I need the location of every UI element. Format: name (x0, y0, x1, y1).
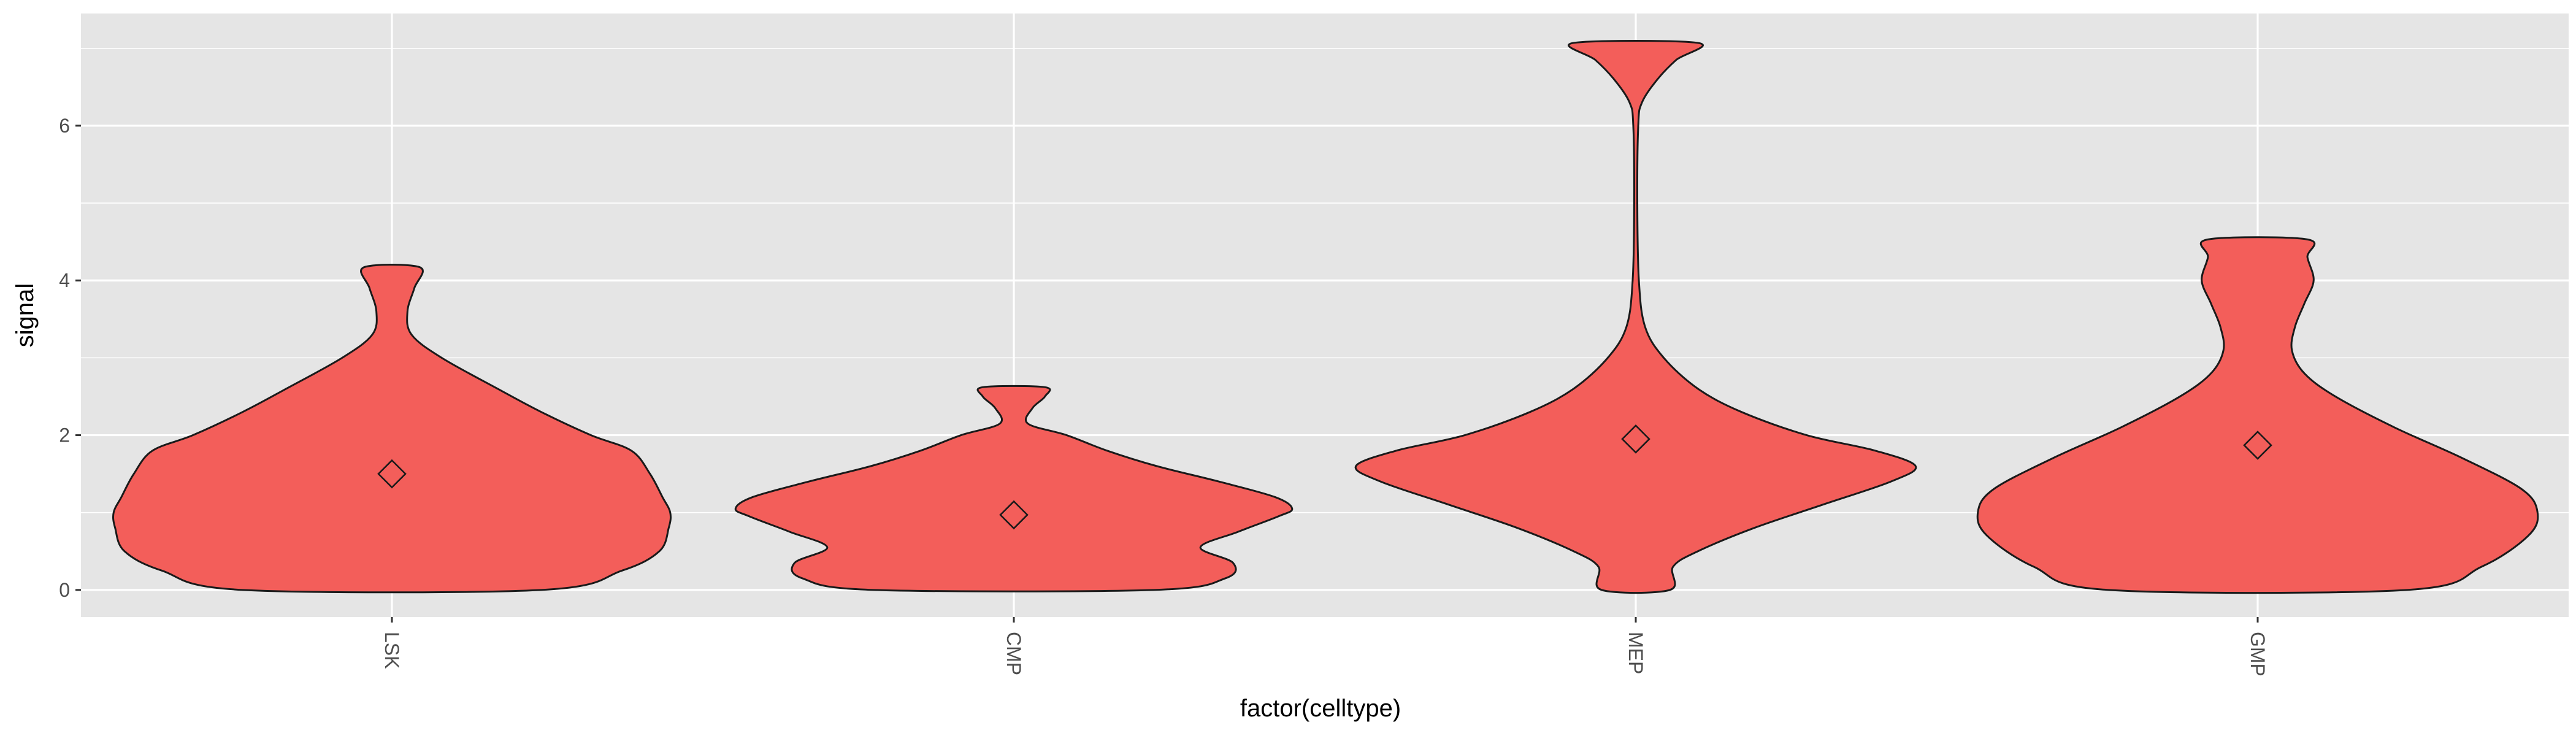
y-tick-label: 6 (59, 115, 70, 137)
violin-mep (1354, 39, 1917, 594)
violin-lsk (112, 264, 672, 594)
mean-marker-lsk (377, 459, 407, 489)
x-tick-label: MEP (1625, 632, 1647, 674)
mean-markers (377, 424, 2272, 530)
x-axis: LSK CMP MEP GMP (381, 617, 2269, 677)
mean-marker-mep (1621, 424, 1650, 454)
mean-marker-cmp (999, 500, 1029, 530)
violins (112, 39, 2539, 594)
x-tick-label: GMP (2247, 632, 2269, 677)
violin-gmp (1976, 236, 2539, 594)
y-axis-title: signal (12, 283, 39, 348)
mean-marker-gmp (2243, 431, 2272, 460)
x-axis-title: factor(celltype) (1240, 695, 1401, 722)
y-tick-label: 0 (59, 579, 70, 601)
x-tick-label: CMP (1003, 632, 1025, 675)
violin-cmp (734, 385, 1294, 592)
x-tick-label: LSK (381, 632, 403, 669)
y-axis: 0 2 4 6 (59, 115, 81, 601)
y-tick-label: 4 (59, 269, 70, 291)
y-tick-label: 2 (59, 424, 70, 447)
